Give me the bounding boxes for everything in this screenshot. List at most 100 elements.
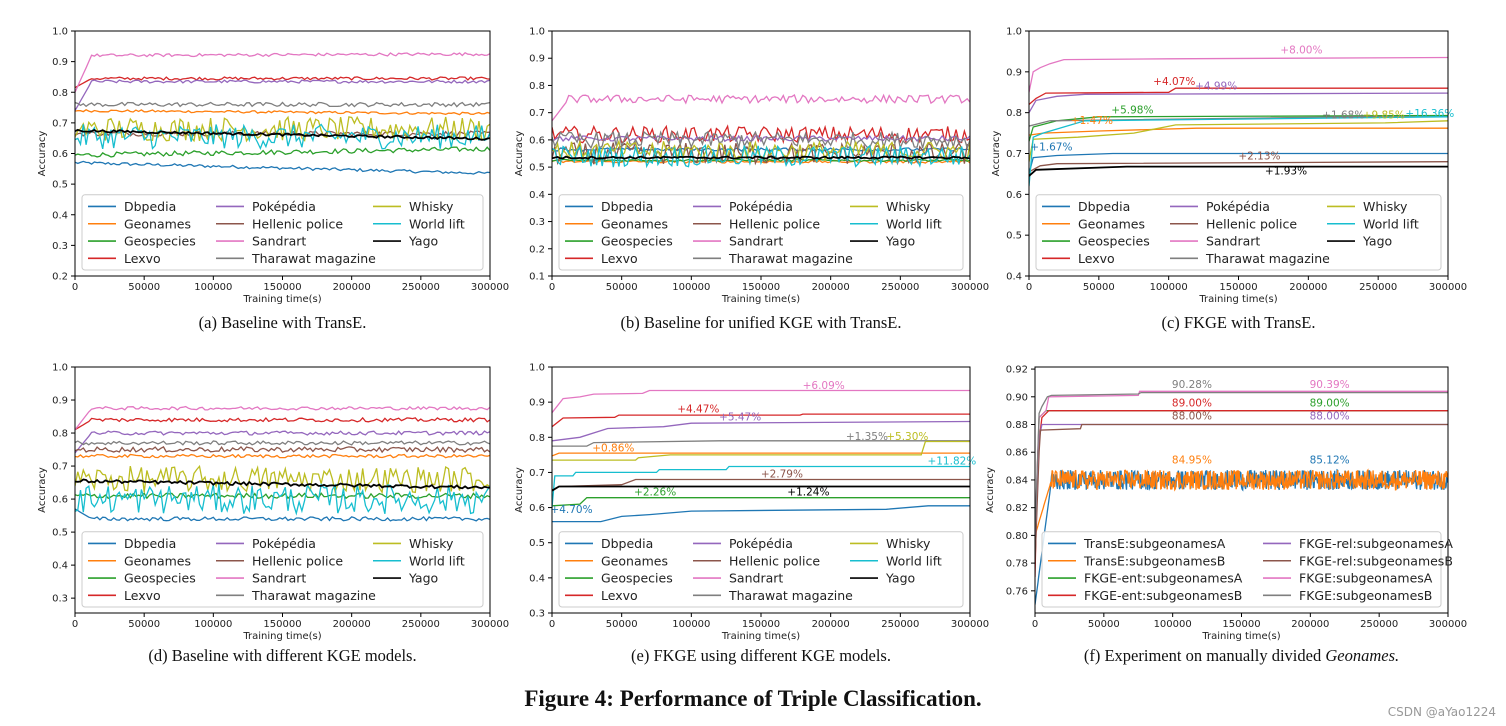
legend: Dbpedia Geonames Geospecies Lexvo Poképédia H… (558, 194, 964, 271)
watermark: CSDN @aYao1224 (1388, 705, 1496, 719)
x-tick-label: 200000 (812, 619, 850, 630)
series-line-fkge-subgeonamesb (1035, 391, 1448, 536)
y-tick-label: 0.4 (52, 561, 68, 572)
series-line-world-lift (75, 123, 490, 151)
legend-entry: Yago (408, 234, 438, 249)
data-label: 88.00% (1310, 411, 1350, 423)
y-tick-label: 0.4 (1006, 272, 1022, 283)
legend-entry: Hellenic police (729, 553, 820, 568)
legend-entry: Geonames (124, 216, 191, 231)
data-label: +4.99% (1195, 80, 1237, 92)
x-tick-label: 200000 (1289, 282, 1327, 293)
y-tick-label: 0.9 (52, 57, 68, 68)
data-label: +11.82% (927, 456, 976, 468)
y-tick-label: 0.8 (1006, 108, 1022, 119)
data-label: +4.07% (1153, 76, 1195, 88)
x-tick-label: 300000 (1429, 619, 1467, 630)
y-tick-label: 0.1 (529, 272, 545, 283)
legend-entry: Hellenic police (729, 216, 820, 231)
legend-entry: Tharawat magazine (1205, 251, 1330, 266)
series-line-pok-p-dia (75, 79, 490, 111)
data-label: 84.95% (1172, 454, 1212, 466)
y-tick-label: 0.78 (1006, 559, 1028, 570)
x-tick-label: 0 (549, 619, 555, 630)
x-tick-label: 300000 (951, 282, 989, 293)
legend-entry: Tharawat magazine (728, 251, 853, 266)
legend-entry: FKGE-rel:subgeonamesB (1299, 553, 1453, 568)
x-tick-label: 100000 (672, 282, 710, 293)
legend: Dbpedia Geonames Geospecies Lexvo Poképédia H… (81, 194, 484, 271)
x-tick-label: 50000 (128, 282, 160, 293)
legend-entry: FKGE:subgeonamesA (1299, 571, 1433, 586)
legend-entry: Hellenic police (252, 553, 343, 568)
series-line-yago (75, 478, 490, 490)
x-tick-label: 50000 (1083, 282, 1115, 293)
x-tick-label: 300000 (1429, 282, 1467, 293)
legend-entry: Sandrart (729, 234, 783, 249)
caption-d: (d) Baseline with different KGE models. (148, 646, 416, 665)
data-label: +1.68% (1322, 109, 1364, 121)
legend-entry: Geonames (601, 216, 668, 231)
series-line-dbpedia (75, 508, 490, 522)
legend-entry: Lexvo (124, 588, 161, 603)
legend-box (1035, 194, 1442, 271)
data-label: +4.47% (677, 403, 719, 415)
legend-entry: Whisky (886, 536, 931, 551)
x-tick-label: 250000 (402, 619, 440, 630)
x-tick-label: 50000 (606, 619, 638, 630)
y-tick-label: 0.5 (529, 538, 545, 549)
legend-entry: Geonames (1078, 216, 1145, 231)
legend-box (1041, 531, 1442, 608)
x-tick-label: 150000 (1222, 619, 1260, 630)
y-tick-label: 0.6 (1006, 190, 1022, 201)
x-tick-label: 200000 (333, 282, 371, 293)
legend-entry: FKGE-ent:subgeonamesA (1084, 571, 1243, 586)
plot-area (75, 52, 490, 175)
y-tick-label: 0.5 (52, 180, 68, 191)
y-tick-label: 0.84 (1006, 475, 1028, 486)
legend-box (558, 531, 964, 608)
data-label: +8.00% (1280, 44, 1322, 56)
legend-entry: Dbpedia (601, 199, 653, 214)
x-tick-label: 150000 (742, 282, 780, 293)
x-tick-label: 250000 (881, 619, 919, 630)
x-tick-label: 0 (72, 282, 78, 293)
caption-text: (f) Experiment on manually divided (1084, 646, 1325, 665)
legend-entry: Geospecies (124, 571, 196, 586)
data-label: 88.00% (1172, 411, 1212, 423)
caption-italic-text: Geonames. (1325, 646, 1399, 665)
y-tick-label: 0.9 (1006, 67, 1022, 78)
series-line-geonames (552, 452, 970, 457)
series-line-hellenic-police (75, 445, 490, 454)
y-tick-label: 0.6 (52, 495, 68, 506)
series-line-world-lift (1029, 116, 1448, 187)
legend-entry: World lift (886, 216, 942, 231)
legend: Dbpedia Geonames Geospecies Lexvo Poképédia H… (81, 531, 484, 608)
y-tick-label: 0.9 (529, 54, 545, 65)
y-axis-label: Accuracy (985, 467, 996, 513)
y-tick-label: 0.82 (1006, 503, 1028, 514)
series-line-tharawat-magazine (552, 440, 970, 447)
y-tick-label: 0.6 (52, 149, 68, 160)
y-tick-label: 0.76 (1006, 586, 1028, 597)
y-axis-label: Accuracy (514, 131, 525, 177)
chart-d: 0 50000 100000 150000 200000 250000 300000 0.3 0… (37, 363, 509, 666)
y-tick-label: 0.3 (52, 594, 68, 605)
data-label: +5.47% (719, 411, 761, 423)
series-line-sandrart (75, 52, 490, 93)
series-line-fkge-subgeonamesa (1035, 390, 1448, 536)
legend-entry: Dbpedia (124, 536, 176, 551)
data-label: +2.79% (761, 468, 803, 480)
x-tick-label: 250000 (402, 282, 440, 293)
chart-c: +8.00% +4.07% +4.99% +5.98% +1.68%+9.85% +16.… (991, 27, 1467, 333)
x-tick-label: 250000 (1360, 619, 1398, 630)
y-tick-label: 0.92 (1006, 365, 1028, 376)
chart-b: 0 50000 100000 150000 200000 250000 300000 0.1 0… (514, 27, 989, 333)
series-line-geonames (75, 453, 490, 459)
series-line-geonames (75, 109, 490, 116)
legend-entry: Whisky (409, 199, 454, 214)
y-tick-label: 0.7 (529, 468, 545, 479)
plot-area (1035, 390, 1448, 605)
series-line-hellenic-police (1029, 161, 1448, 173)
